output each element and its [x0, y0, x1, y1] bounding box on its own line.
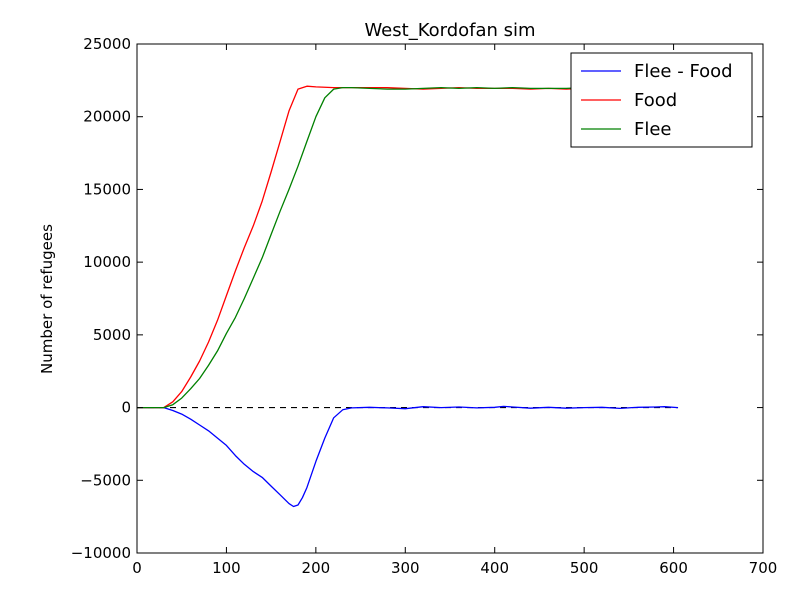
x-tick-label: 300 — [391, 559, 420, 577]
y-tick-label: 15000 — [83, 180, 131, 198]
x-tick-label: 400 — [480, 559, 509, 577]
x-tick-label: 200 — [302, 559, 331, 577]
legend: Flee - Food Food Flee — [570, 52, 753, 148]
legend-label-2: Flee — [634, 119, 672, 140]
x-tick-label: 0 — [132, 559, 142, 577]
series-line-0 — [137, 405, 679, 508]
x-tick-label: 100 — [212, 559, 241, 577]
x-tick-label: 600 — [659, 559, 688, 577]
series-group — [137, 85, 679, 508]
series-line-2 — [137, 86, 585, 409]
legend-label-0: Flee - Food — [634, 61, 733, 82]
y-axis-label: Number of refugees — [38, 224, 56, 374]
y-tick-label: 20000 — [83, 108, 131, 126]
x-tick-label: 700 — [749, 559, 778, 577]
y-tick-label: −5000 — [80, 471, 131, 489]
y-tick-label: 5000 — [93, 326, 131, 344]
legend-label-1: Food — [634, 90, 677, 111]
plot-frame — [136, 43, 764, 554]
y-tick-label: 10000 — [83, 253, 131, 271]
y-tick-label: 0 — [121, 399, 131, 417]
chart-title: West_Kordofan sim — [364, 20, 535, 41]
ticks-group: 0 100 200 300 400 500 600 700 −10000 −5000 0 5000 10… — [71, 35, 778, 577]
y-tick-label: 25000 — [83, 35, 131, 53]
y-tick-label: −10000 — [71, 544, 131, 562]
x-tick-label: 500 — [570, 559, 599, 577]
